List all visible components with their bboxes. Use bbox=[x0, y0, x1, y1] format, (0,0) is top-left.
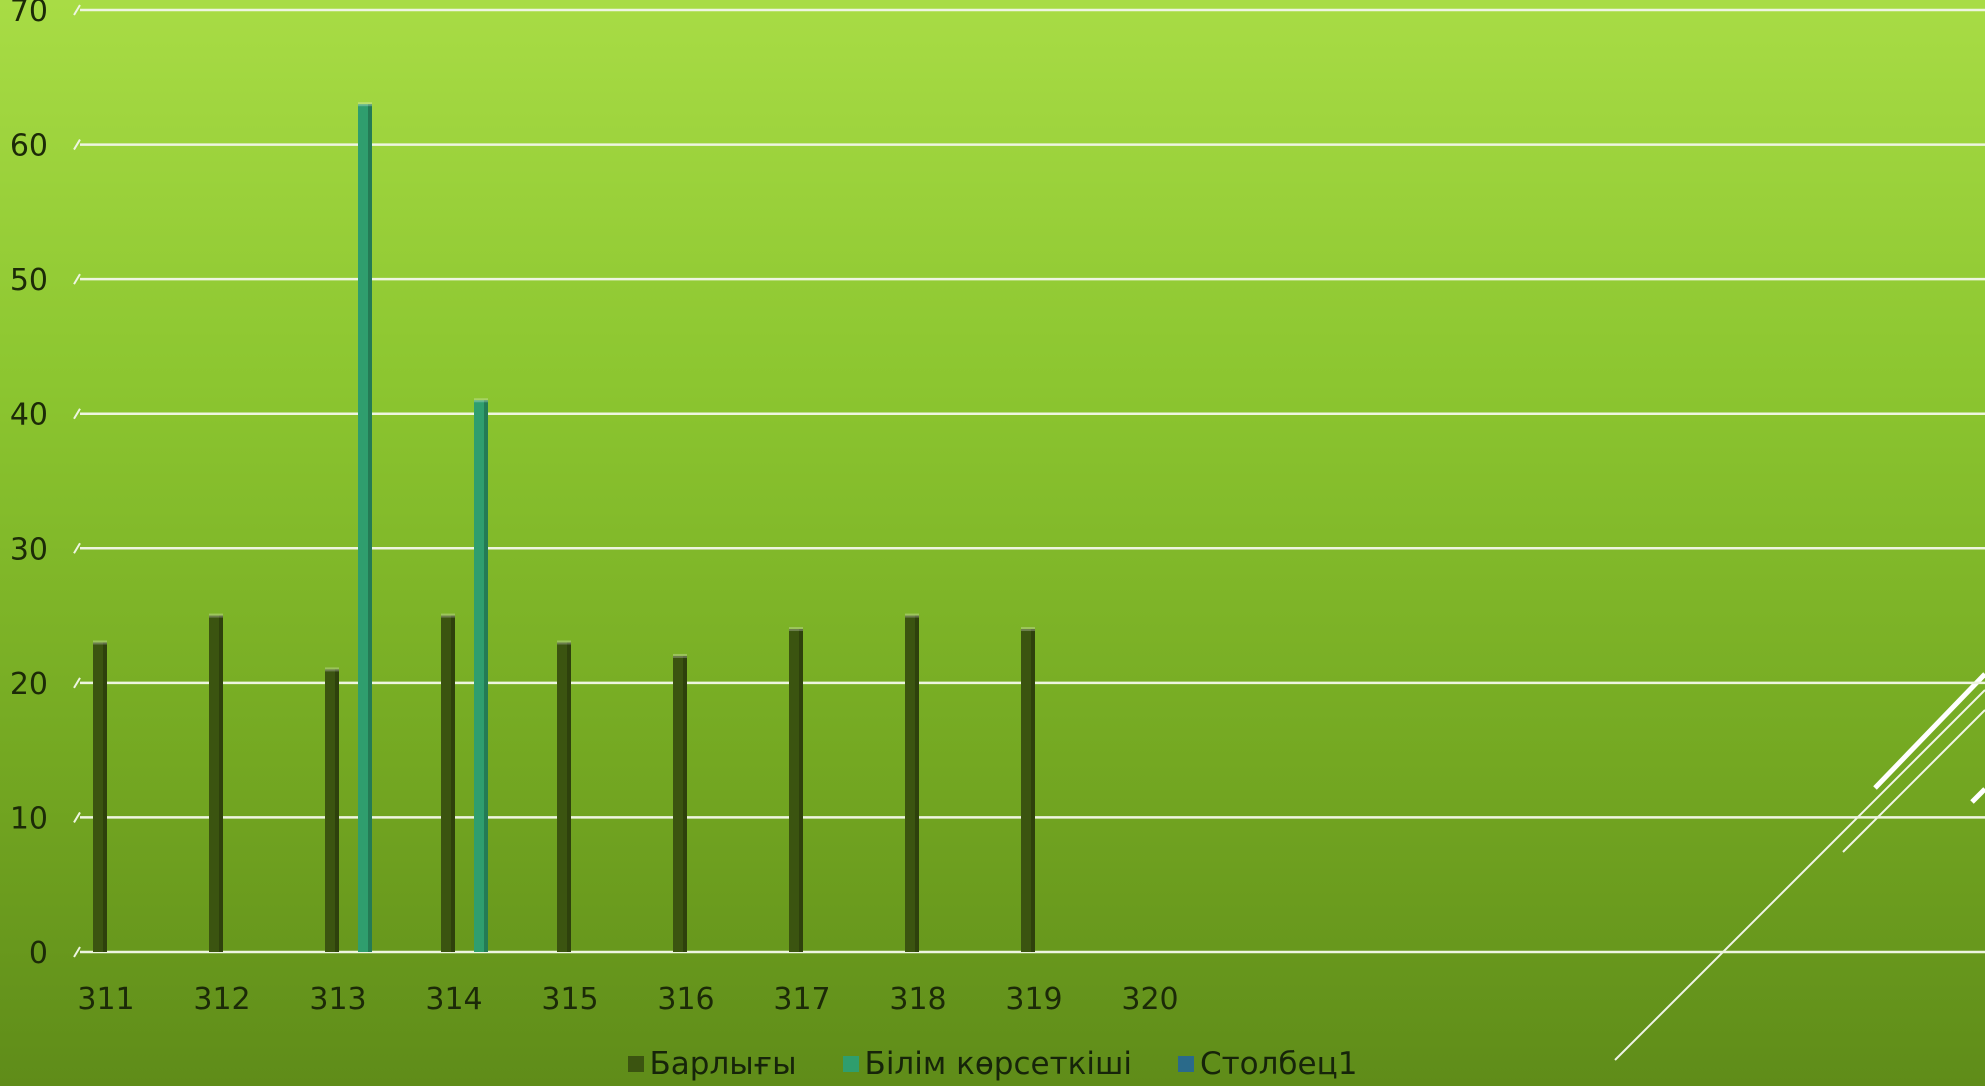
bar-shade bbox=[103, 642, 107, 952]
bar-shade bbox=[484, 400, 488, 952]
bar-shade bbox=[567, 642, 571, 952]
bar-top bbox=[93, 640, 107, 645]
x-tick-label: 320 bbox=[1121, 982, 1178, 1017]
bar-shade bbox=[451, 615, 455, 952]
bar-shade bbox=[915, 615, 919, 952]
y-tick-mark bbox=[73, 273, 81, 285]
x-tick-label: 319 bbox=[1005, 982, 1062, 1017]
bar bbox=[905, 613, 919, 952]
x-tick-label: 312 bbox=[193, 982, 250, 1017]
bar bbox=[557, 640, 571, 952]
y-tick-label: 30 bbox=[10, 532, 48, 567]
legend-item: Барлығы bbox=[627, 1046, 797, 1082]
x-tick-label: 315 bbox=[541, 982, 598, 1017]
legend-label: Білім көрсеткіші bbox=[864, 1046, 1132, 1082]
bar-top bbox=[441, 613, 455, 618]
bar-body bbox=[1021, 629, 1035, 952]
y-axis-ticks: 0 10 20 30 40 50 60 70 bbox=[10, 0, 48, 971]
bar-body bbox=[441, 615, 455, 952]
bar-top bbox=[1021, 627, 1035, 632]
bar-shade bbox=[368, 104, 372, 952]
x-tick-label: 311 bbox=[77, 982, 134, 1017]
y-tick-mark bbox=[73, 542, 81, 554]
y-tick-label: 0 bbox=[29, 936, 48, 971]
y-tick-label: 40 bbox=[10, 398, 48, 433]
legend-swatch bbox=[627, 1056, 644, 1072]
bar-body bbox=[789, 629, 803, 952]
bar bbox=[1021, 627, 1035, 952]
bar bbox=[441, 613, 455, 952]
bar bbox=[789, 627, 803, 952]
bar bbox=[358, 102, 372, 952]
bar bbox=[474, 398, 488, 952]
bar-shade bbox=[219, 615, 223, 952]
y-tick-mark bbox=[73, 946, 81, 958]
y-tick-label: 50 bbox=[10, 263, 48, 298]
legend-item: Білім көрсеткіші bbox=[842, 1046, 1132, 1082]
bar-top bbox=[673, 653, 687, 658]
y-tick-label: 70 bbox=[10, 0, 48, 29]
bar-shade bbox=[683, 655, 687, 952]
bar-top bbox=[358, 102, 372, 107]
legend-swatch bbox=[1177, 1056, 1194, 1072]
bar bbox=[93, 640, 107, 952]
legend-label: Барлығы bbox=[649, 1046, 797, 1082]
bar-body bbox=[905, 615, 919, 952]
bar-body bbox=[325, 669, 339, 952]
bar-top bbox=[557, 640, 571, 645]
bar-top bbox=[789, 627, 803, 632]
bar bbox=[673, 653, 687, 952]
bar-body bbox=[93, 642, 107, 952]
bar-body bbox=[358, 104, 372, 952]
bar bbox=[209, 613, 223, 952]
y-tick-mark bbox=[73, 408, 81, 420]
bar-body bbox=[209, 615, 223, 952]
bar-top bbox=[474, 398, 488, 403]
y-tick-label: 60 bbox=[10, 129, 48, 164]
x-tick-label: 314 bbox=[425, 982, 482, 1017]
legend-label: Столбец1 bbox=[1199, 1046, 1358, 1082]
legend-item: Столбец1 bbox=[1177, 1046, 1358, 1082]
bar-body bbox=[557, 642, 571, 952]
bar bbox=[325, 667, 339, 952]
bar-body bbox=[673, 655, 687, 952]
y-tick-mark bbox=[73, 811, 81, 823]
x-axis-ticks: 311 312 313 314 315 316 317 318 319 320 bbox=[77, 982, 1178, 1017]
bar-body bbox=[474, 400, 488, 952]
y-tick-label: 20 bbox=[10, 667, 48, 702]
bar-shade bbox=[799, 629, 803, 952]
x-tick-label: 316 bbox=[657, 982, 714, 1017]
bar-top bbox=[325, 667, 339, 672]
decorative-lines bbox=[1614, 672, 1985, 1061]
x-tick-label: 313 bbox=[309, 982, 366, 1017]
y-tick-mark bbox=[73, 677, 81, 689]
y-tick-mark bbox=[73, 139, 81, 151]
legend-swatch bbox=[842, 1056, 859, 1072]
chart-legend: Барлығы Білім көрсеткіші Столбец1 bbox=[0, 1046, 1985, 1082]
x-tick-label: 318 bbox=[889, 982, 946, 1017]
x-tick-label: 317 bbox=[773, 982, 830, 1017]
y-tick-mark bbox=[73, 4, 81, 16]
y-tick-label: 10 bbox=[10, 801, 48, 836]
bar-shade bbox=[335, 669, 339, 952]
bar-shade bbox=[1031, 629, 1035, 952]
bars bbox=[93, 102, 1035, 952]
bar-top bbox=[905, 613, 919, 618]
bar-top bbox=[209, 613, 223, 618]
